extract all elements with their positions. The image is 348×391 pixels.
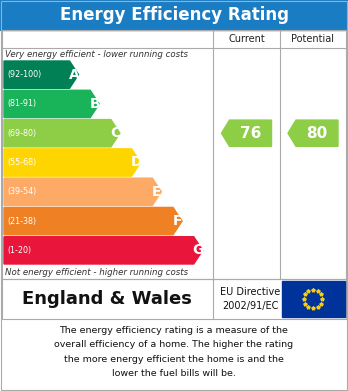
Polygon shape [4,237,203,264]
Text: (21-38): (21-38) [7,217,36,226]
Text: Energy Efficiency Rating: Energy Efficiency Rating [60,6,288,24]
Polygon shape [4,120,120,147]
Text: G: G [192,243,204,257]
Text: Potential: Potential [292,34,334,44]
Bar [2,30,346,279]
Text: the more energy efficient the home is and the: the more energy efficient the home is an… [64,355,284,364]
Polygon shape [4,178,161,205]
Polygon shape [4,208,182,235]
Text: C: C [110,126,120,140]
Text: A: A [69,68,79,82]
Text: England & Wales: England & Wales [22,290,191,308]
Polygon shape [4,61,79,88]
Text: lower the fuel bills will be.: lower the fuel bills will be. [112,369,236,378]
Text: EU Directive
2002/91/EC: EU Directive 2002/91/EC [220,287,280,311]
Text: 76: 76 [240,126,261,141]
Text: The energy efficiency rating is a measure of the: The energy efficiency rating is a measur… [60,326,288,335]
Text: F: F [173,214,182,228]
Bar [2,279,346,319]
Text: (69-80): (69-80) [7,129,36,138]
Text: Current: Current [228,34,265,44]
Text: D: D [130,156,142,170]
Text: (55-68): (55-68) [7,158,36,167]
Polygon shape [4,90,99,118]
Text: B: B [89,97,100,111]
Text: 80: 80 [306,126,327,141]
Text: (1-20): (1-20) [7,246,31,255]
Text: Very energy efficient - lower running costs: Very energy efficient - lower running co… [5,50,188,59]
Bar [282,281,345,317]
Bar [0,0,348,30]
Text: (92-100): (92-100) [7,70,41,79]
Text: Not energy efficient - higher running costs: Not energy efficient - higher running co… [5,268,188,277]
Polygon shape [221,120,271,146]
Text: overall efficiency of a home. The higher the rating: overall efficiency of a home. The higher… [54,341,294,350]
Polygon shape [4,149,141,176]
Text: (39-54): (39-54) [7,187,36,196]
Text: (81-91): (81-91) [7,99,36,108]
Text: E: E [152,185,161,199]
Polygon shape [288,120,338,146]
